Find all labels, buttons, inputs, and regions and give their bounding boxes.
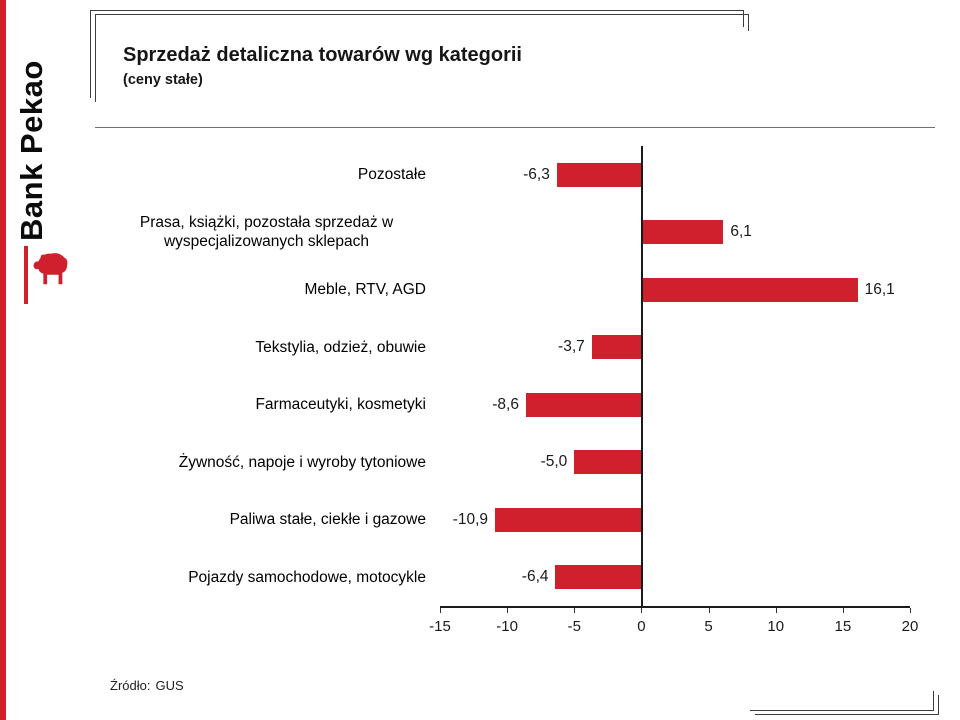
top-bracket-line: [743, 10, 744, 27]
bar: [495, 507, 642, 532]
bottom-bracket-line: [755, 714, 939, 715]
x-axis-tick: [910, 608, 911, 613]
chart-row: Tekstylia, odzież, obuwie -3,7: [107, 319, 947, 377]
logo-bar: [24, 246, 28, 304]
bar: [574, 450, 642, 475]
bottom-bracket-line: [750, 710, 934, 711]
x-axis-tick: [507, 608, 509, 613]
x-axis-tick: [440, 608, 441, 613]
bar: [555, 565, 642, 590]
value-label: 16,1: [864, 280, 895, 298]
value-label: 6,1: [730, 223, 752, 241]
x-axis-tick: [574, 608, 576, 613]
category-label: Prasa, książki, pozostała sprzedaż w wys…: [139, 213, 394, 251]
x-axis-tick-label: 5: [704, 618, 713, 635]
row-plot: 6,1: [440, 204, 910, 262]
value-label: -6,4: [521, 568, 549, 586]
source-label: Źródło:: [110, 678, 151, 693]
bar: [641, 277, 858, 302]
category-label: Meble, RTV, AGD: [304, 281, 426, 299]
value-label: -3,7: [558, 338, 585, 356]
x-axis-tick: [842, 608, 844, 613]
top-bracket-line: [90, 10, 744, 11]
page-subtitle: (ceny stałe): [123, 72, 203, 88]
chart-row: Paliwa stałe, ciekłe i gazowe -10,9: [107, 491, 947, 549]
source-value: GUS: [155, 678, 184, 693]
top-bracket-line: [748, 14, 749, 31]
category-label: Farmaceutyki, kosmetyki: [255, 396, 426, 414]
value-label: -8,6: [492, 395, 519, 413]
page-title: Sprzedaż detaliczna towarów wg kategorii: [123, 44, 522, 66]
bottom-bracket-line: [938, 695, 939, 715]
chart-row: Meble, RTV, AGD 16,1: [107, 261, 947, 319]
chart-rows: Pozostałe -6,3 Prasa, książki, pozostała s…: [107, 146, 947, 606]
bar: [641, 220, 724, 245]
bar-chart: Pozostałe -6,3 Prasa, książki, pozostała s…: [107, 146, 947, 651]
row-plot: 16,1: [440, 261, 910, 319]
title-divider: [95, 127, 935, 128]
value-label: -6,3: [523, 165, 550, 183]
row-plot: -6,4: [440, 549, 910, 607]
x-axis-tick-label: -15: [429, 618, 451, 635]
row-plot: -8,6: [440, 376, 910, 434]
bottom-bracket-line: [933, 691, 934, 711]
category-label: Pojazdy samochodowe, motocykle: [188, 568, 426, 586]
value-label: -5,0: [540, 453, 568, 471]
bison-icon: [33, 253, 68, 285]
x-axis-tick-label: 10: [767, 618, 785, 635]
brand-wordmark: Bank Pekao: [14, 60, 49, 241]
chart-row: Pojazdy samochodowe, motocykle -6,4: [107, 549, 947, 607]
chart-row: Pozostałe -6,3: [107, 146, 947, 204]
category-label: Pozostałe: [357, 166, 426, 184]
row-plot: -5,0: [440, 434, 910, 492]
x-axis-tick-label: 15: [834, 618, 852, 635]
category-label: Tekstylia, odzież, obuwie: [255, 338, 426, 356]
top-bracket-line: [90, 10, 91, 98]
left-accent-stripe: [0, 0, 6, 720]
x-axis-tick-label: -5: [567, 618, 581, 635]
category-label: Paliwa stałe, ciekłe i gazowe: [229, 511, 426, 529]
top-bracket-line: [95, 14, 96, 102]
x-axis: [440, 606, 910, 608]
x-axis-tick: [641, 608, 643, 613]
chart-row: Farmaceutyki, kosmetyki -8,6: [107, 376, 947, 434]
source-note: Źródło: GUS: [110, 678, 184, 693]
chart-row: Żywność, napoje i wyroby tytoniowe -5,0: [107, 434, 947, 492]
pekao-logo: [24, 246, 69, 304]
bar: [591, 335, 642, 360]
zero-line: [641, 146, 644, 606]
row-plot: -3,7: [440, 319, 910, 377]
x-axis-tick-label: 0: [637, 618, 646, 635]
value-label: -10,9: [452, 510, 489, 528]
x-axis-tick: [708, 608, 710, 613]
x-axis-tick: [775, 608, 777, 613]
row-plot: -10,9: [440, 491, 910, 549]
row-plot: -6,3: [440, 146, 910, 204]
x-axis-tick-label: 20: [901, 618, 919, 635]
top-bracket-line: [95, 14, 749, 15]
x-axis-tick-label: -10: [496, 618, 518, 635]
bar: [556, 162, 642, 187]
category-label: Żywność, napoje i wyroby tytoniowe: [178, 453, 426, 471]
chart-row: Prasa, książki, pozostała sprzedaż w wys…: [107, 204, 947, 262]
bar: [525, 392, 642, 417]
